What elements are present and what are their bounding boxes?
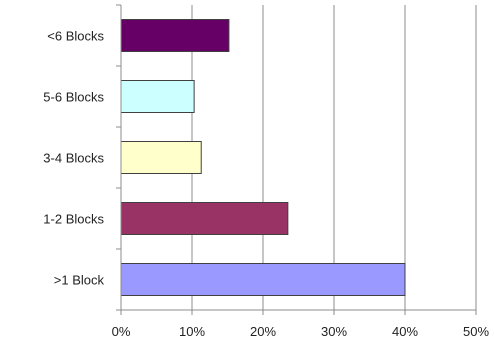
x-tick-label: 10% <box>179 324 205 339</box>
y-category-label: 5-6 Blocks <box>43 90 104 105</box>
gridlines <box>191 5 477 310</box>
x-tick-label: 20% <box>250 324 276 339</box>
y-category-label: >1 Block <box>54 273 105 288</box>
x-tick-label: 0% <box>112 324 131 339</box>
y-category-label: 3-4 Blocks <box>43 151 104 166</box>
y-category-label: 1-2 Blocks <box>43 212 104 227</box>
x-tick-label: 30% <box>321 324 347 339</box>
bar <box>120 19 230 52</box>
bar <box>120 141 202 174</box>
x-tick-label: 50% <box>463 324 489 339</box>
axes <box>116 4 477 315</box>
bar <box>120 202 289 235</box>
y-category-label: <6 Blocks <box>47 29 104 44</box>
labels: 0% 10% 20% 30% 40% 50% >1 Block 1-2 Blocks 3-4 B… <box>43 29 489 340</box>
bar <box>120 80 195 113</box>
bar <box>120 263 406 296</box>
x-tick-label: 40% <box>392 324 418 339</box>
